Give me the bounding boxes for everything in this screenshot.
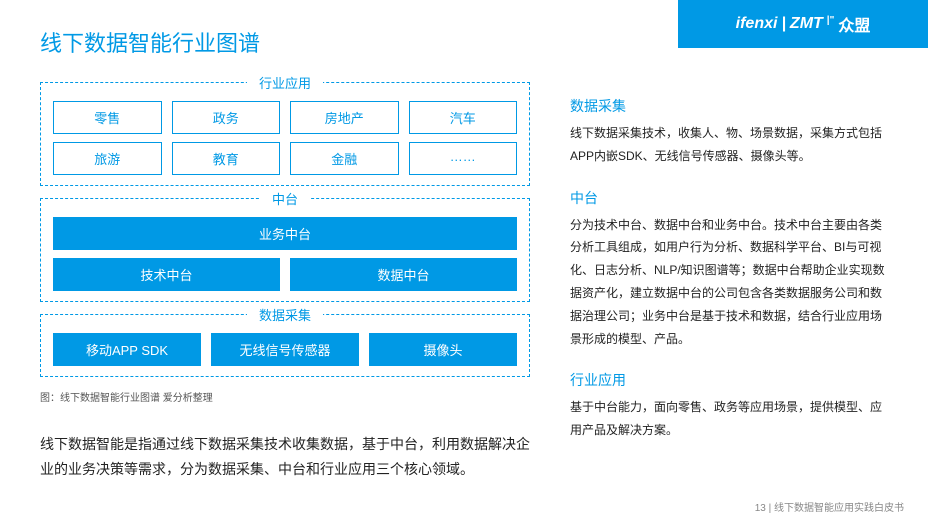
right-body-industry: 基于中台能力，面向零售、政务等应用场景，提供模型、应用产品及解决方案。 (570, 396, 890, 442)
right-title-middle: 中台 (570, 188, 890, 208)
right-section-middle: 中台 分为技术中台、数据中台和业务中台。技术中台主要由各类分析工具组成，如用户行… (570, 188, 890, 351)
chip-realestate: 房地产 (290, 101, 399, 134)
chip-tech-mid: 技术中台 (53, 258, 280, 291)
brand-sep: | (781, 15, 785, 33)
chip-sdk: 移动APP SDK (53, 333, 201, 366)
right-section-collect: 数据采集 线下数据采集技术，收集人、物、场景数据，采集方式包括APP内嵌SDK、… (570, 96, 890, 168)
chip-edu: 教育 (172, 142, 281, 175)
diagram-caption: 图：线下数据智能行业图谱 爱分析整理 (40, 389, 530, 404)
right-section-industry: 行业应用 基于中台能力，面向零售、政务等应用场景，提供模型、应用产品及解决方案。 (570, 370, 890, 442)
brand-zhongmeng: 众盟 (838, 12, 870, 36)
chip-biz-mid: 业务中台 (53, 217, 517, 250)
brand-zmt: ZMT (790, 15, 823, 33)
section-collect-label: 数据采集 (247, 305, 323, 324)
page-title: 线下数据智能行业图谱 (40, 26, 260, 58)
header-brand-bar: ifenxi | ZMT |" 众盟 (678, 0, 928, 48)
chip-finance: 金融 (290, 142, 399, 175)
brand-small: |" (827, 15, 835, 26)
section-middle-label: 中台 (260, 189, 310, 208)
chip-gov: 政务 (172, 101, 281, 134)
chip-retail: 零售 (53, 101, 162, 134)
chip-sensor: 无线信号传感器 (211, 333, 359, 366)
text-column: 数据采集 线下数据采集技术，收集人、物、场景数据，采集方式包括APP内嵌SDK、… (570, 96, 890, 462)
chip-travel: 旅游 (53, 142, 162, 175)
left-description: 线下数据智能是指通过线下数据采集技术收集数据，基于中台，利用数据解决企业的业务决… (40, 432, 530, 482)
section-middle: 中台 业务中台 技术中台 数据中台 (40, 198, 530, 302)
section-industry-label: 行业应用 (247, 73, 323, 92)
diagram-column: 行业应用 零售 政务 房地产 汽车 旅游 教育 金融 …… 中台 业务中台 技术… (40, 82, 530, 482)
brand-ifenxi: ifenxi (736, 15, 778, 33)
right-title-industry: 行业应用 (570, 370, 890, 390)
chip-more: …… (409, 142, 518, 175)
right-body-collect: 线下数据采集技术，收集人、物、场景数据，采集方式包括APP内嵌SDK、无线信号传… (570, 122, 890, 168)
chip-auto: 汽车 (409, 101, 518, 134)
section-collect: 数据采集 移动APP SDK 无线信号传感器 摄像头 (40, 314, 530, 377)
chip-camera: 摄像头 (369, 333, 517, 366)
right-title-collect: 数据采集 (570, 96, 890, 116)
section-industry: 行业应用 零售 政务 房地产 汽车 旅游 教育 金融 …… (40, 82, 530, 186)
chip-data-mid: 数据中台 (290, 258, 517, 291)
page-footer: 13 | 线下数据智能应用实践白皮书 (755, 499, 904, 514)
right-body-middle: 分为技术中台、数据中台和业务中台。技术中台主要由各类分析工具组成，如用户行为分析… (570, 214, 890, 351)
